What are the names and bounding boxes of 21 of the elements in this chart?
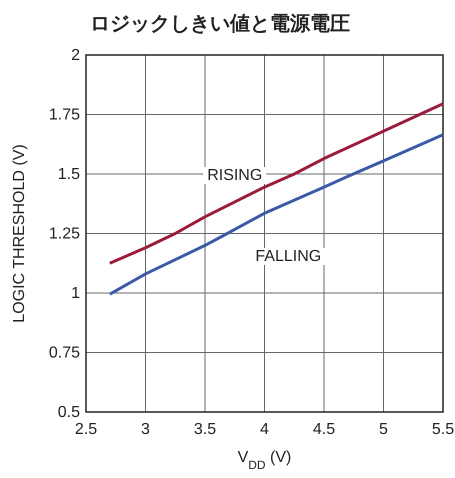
- y-tick-label: 0.75: [48, 344, 80, 362]
- x-tick-label: 5.5: [432, 421, 454, 438]
- x-tick-label: 4.5: [312, 421, 336, 438]
- line-series: [108, 102, 444, 265]
- x-tick-label: 4: [260, 421, 270, 438]
- x-tick-label: 2.5: [74, 421, 98, 438]
- y-tick-label: 1.75: [48, 106, 80, 124]
- y-axis-title: LOGIC THRESHOLD (V): [11, 144, 28, 323]
- series-label: RISING: [207, 167, 262, 184]
- x-axis-title: V$_{DD}$ (V): [238, 449, 292, 472]
- y-tick-label: 0.5: [58, 404, 80, 421]
- x-tick-label: 5: [379, 421, 388, 438]
- y-tick-label: 2: [71, 47, 80, 64]
- x-tick-label: 3.5: [194, 421, 216, 438]
- y-tick-label: 1.25: [48, 226, 80, 242]
- y-tick-label: 1.5: [58, 166, 80, 183]
- series-label: FALLING: [255, 248, 322, 265]
- chart-title: ロジックしきい値と電源電圧: [90, 11, 350, 35]
- x-tick-label: 3: [141, 421, 150, 438]
- y-tick-label: 1: [71, 285, 80, 302]
- line-series: [108, 133, 444, 296]
